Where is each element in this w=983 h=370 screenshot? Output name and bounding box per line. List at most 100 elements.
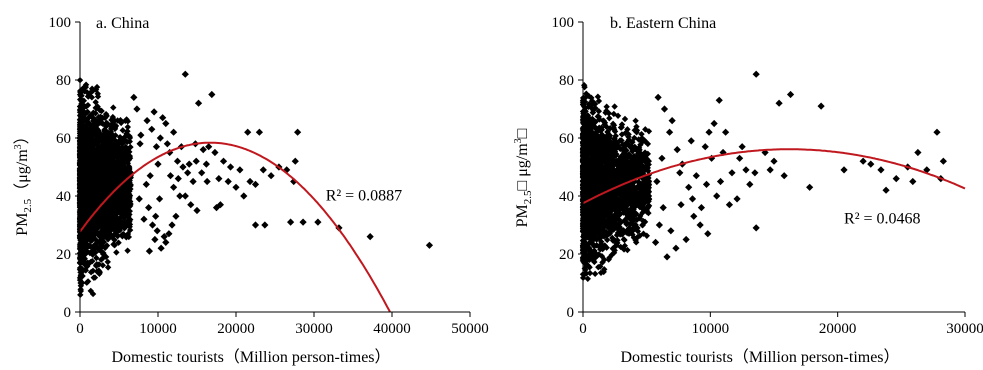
data-point bbox=[90, 204, 98, 212]
data-point bbox=[211, 148, 219, 157]
data-point bbox=[583, 270, 590, 277]
data-point bbox=[91, 214, 98, 222]
data-point bbox=[586, 269, 594, 277]
x-tick-label: 40000 bbox=[373, 321, 411, 337]
y-tick-label: 80 bbox=[56, 73, 71, 89]
data-point bbox=[216, 201, 224, 209]
data-point bbox=[162, 238, 170, 246]
data-point bbox=[91, 235, 98, 242]
data-point bbox=[609, 187, 616, 194]
data-point bbox=[101, 217, 108, 224]
data-point bbox=[202, 160, 210, 168]
data-point bbox=[625, 131, 632, 138]
data-point bbox=[621, 236, 628, 244]
data-point bbox=[159, 114, 167, 122]
data-point bbox=[84, 134, 91, 141]
data-point bbox=[99, 138, 107, 146]
data-point bbox=[584, 112, 592, 119]
data-point bbox=[636, 166, 644, 174]
data-point bbox=[595, 108, 603, 115]
data-point bbox=[621, 242, 628, 249]
data-point bbox=[92, 98, 99, 106]
data-point bbox=[123, 116, 130, 123]
data-point bbox=[189, 177, 197, 186]
data-point bbox=[194, 99, 203, 107]
data-point bbox=[631, 216, 638, 224]
data-point bbox=[632, 174, 639, 181]
data-point bbox=[85, 203, 92, 211]
data-point bbox=[219, 157, 228, 165]
data-point bbox=[587, 130, 594, 138]
data-point bbox=[624, 126, 631, 133]
data-point bbox=[600, 223, 608, 231]
data-point bbox=[110, 104, 117, 111]
data-point bbox=[612, 150, 619, 157]
data-point bbox=[150, 108, 158, 116]
data-point bbox=[605, 181, 613, 189]
data-point bbox=[601, 256, 608, 263]
data-point bbox=[583, 240, 590, 247]
data-point bbox=[187, 201, 195, 209]
data-point bbox=[88, 111, 95, 119]
data-point bbox=[108, 116, 115, 124]
data-point bbox=[99, 262, 107, 269]
data-point bbox=[88, 226, 95, 234]
data-point bbox=[623, 164, 631, 171]
data-point bbox=[124, 152, 132, 159]
data-point bbox=[112, 122, 120, 130]
data-point bbox=[622, 177, 629, 184]
data-point bbox=[120, 181, 128, 188]
data-point bbox=[602, 173, 609, 180]
data-point bbox=[618, 166, 625, 174]
data-point bbox=[592, 156, 600, 163]
data-point bbox=[94, 142, 102, 149]
data-point bbox=[93, 261, 101, 268]
data-point bbox=[163, 140, 171, 148]
data-point bbox=[581, 94, 589, 102]
data-point bbox=[244, 128, 252, 136]
data-point bbox=[593, 236, 600, 243]
data-point bbox=[83, 103, 90, 110]
data-point bbox=[591, 105, 599, 112]
data-point bbox=[628, 181, 635, 188]
data-point bbox=[267, 172, 275, 180]
data-point bbox=[632, 117, 639, 124]
data-point bbox=[623, 202, 631, 209]
data-point bbox=[110, 204, 117, 211]
data-point bbox=[113, 222, 120, 230]
data-point bbox=[634, 228, 642, 235]
data-point bbox=[589, 218, 596, 225]
data-point bbox=[601, 209, 608, 217]
data-point bbox=[93, 240, 100, 247]
data-point bbox=[109, 167, 117, 175]
data-point bbox=[640, 230, 647, 237]
data-point bbox=[121, 210, 129, 217]
data-point bbox=[615, 199, 622, 207]
data-point bbox=[121, 219, 128, 226]
data-point bbox=[630, 152, 638, 160]
data-point bbox=[593, 184, 601, 192]
data-point bbox=[185, 160, 193, 168]
data-point bbox=[582, 123, 589, 130]
data-point bbox=[593, 162, 600, 169]
data-point bbox=[157, 244, 165, 252]
data-point bbox=[584, 275, 591, 282]
data-point bbox=[606, 254, 613, 261]
data-point bbox=[601, 266, 608, 273]
data-point bbox=[96, 107, 104, 114]
data-point bbox=[97, 221, 104, 229]
data-point bbox=[259, 166, 267, 174]
data-point bbox=[593, 128, 601, 135]
data-point bbox=[632, 239, 640, 246]
data-point bbox=[124, 156, 131, 163]
panel-label-china: a. China bbox=[96, 15, 149, 32]
data-point bbox=[581, 206, 589, 213]
data-point bbox=[638, 130, 645, 138]
data-point bbox=[617, 145, 624, 153]
data-point bbox=[606, 135, 613, 142]
data-point bbox=[583, 141, 590, 149]
data-point bbox=[580, 144, 587, 152]
data-point bbox=[294, 128, 302, 136]
data-point bbox=[155, 195, 164, 203]
